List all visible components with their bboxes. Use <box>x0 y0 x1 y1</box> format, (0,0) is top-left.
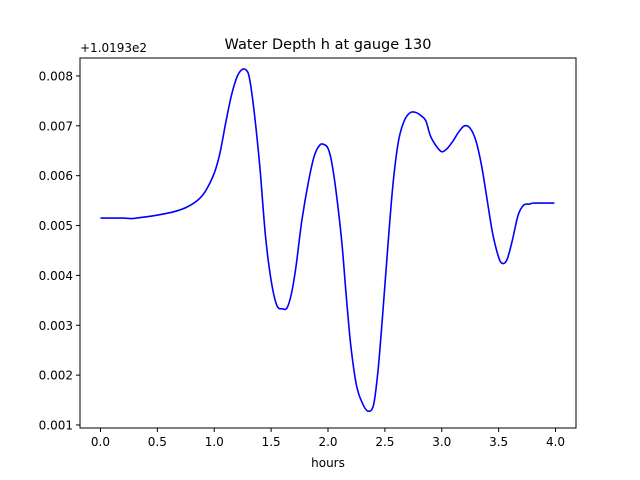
x-tick-label: 2.5 <box>375 435 394 449</box>
x-tick-label: 3.5 <box>489 435 508 449</box>
y-offset-label: +1.0193e2 <box>80 41 147 55</box>
x-tick-label: 0.5 <box>148 435 167 449</box>
x-axis-label: hours <box>311 456 345 470</box>
y-tick-label: 0.007 <box>39 119 73 133</box>
y-tick-label: 0.003 <box>39 319 73 333</box>
y-tick-label: 0.008 <box>39 69 73 83</box>
y-tick-label: 0.002 <box>39 369 73 383</box>
x-tick-label: 2.0 <box>318 435 337 449</box>
series-line-0 <box>100 68 555 413</box>
y-axis: 0.001 0.002 0.003 0.004 0.005 0.006 0.007 0.008 <box>39 69 80 433</box>
plot-area <box>100 68 555 413</box>
y-tick-label: 0.005 <box>39 219 73 233</box>
y-tick-label: 0.004 <box>39 269 73 283</box>
y-tick-label: 0.006 <box>39 169 73 183</box>
x-tick-label: 3.0 <box>432 435 451 449</box>
x-tick-label: 4.0 <box>546 435 565 449</box>
chart-title: Water Depth h at gauge 130 <box>225 37 432 53</box>
y-tick-label: 0.001 <box>39 419 73 433</box>
x-axis: 0.0 0.5 1.0 1.5 2.0 2.5 3.0 3.5 4.0 <box>91 428 565 449</box>
x-tick-label: 1.5 <box>262 435 281 449</box>
x-tick-label: 1.0 <box>205 435 224 449</box>
x-tick-label: 0.0 <box>91 435 110 449</box>
plot-frame <box>79 57 577 429</box>
